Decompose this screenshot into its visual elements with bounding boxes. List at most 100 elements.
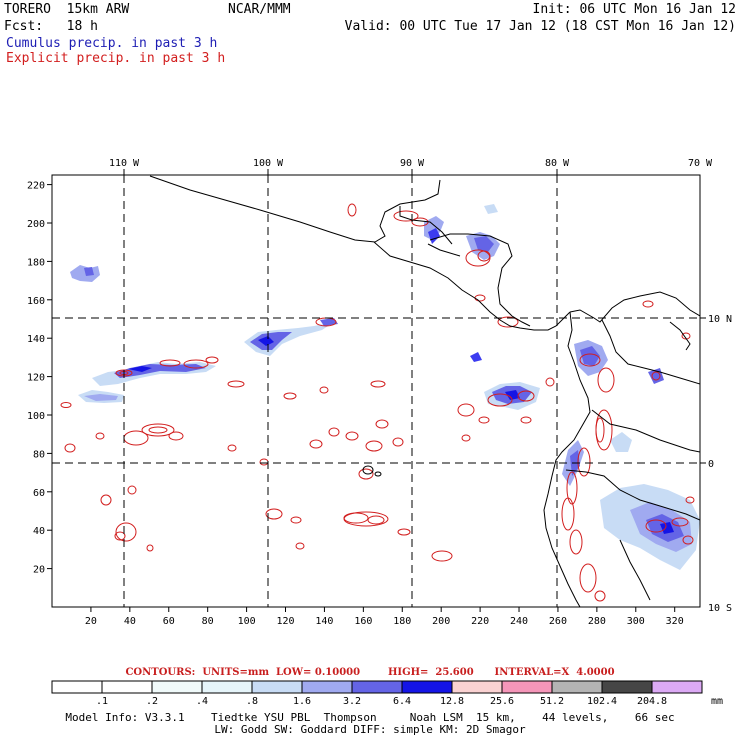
explicit-contour [290, 516, 302, 524]
cumulus-area [84, 267, 94, 276]
valid-time: Valid: 00 UTC Tue 17 Jan 12 (18 CST Mon … [344, 19, 736, 34]
explicit-contour [397, 528, 411, 536]
border-colombia-venezuela [601, 319, 700, 385]
colorbar-swatch [101, 680, 153, 694]
border-peru-bolivia [619, 539, 651, 601]
colorbar: .1 .2 .4 .8 1.6 3.2 6.4 12.8 25.6 51.2 102.4 204.8 [51, 680, 703, 707]
map-plot-area [52, 175, 700, 607]
explicit-contour [375, 419, 389, 429]
cumulus-area [258, 336, 274, 346]
cumulus-area [470, 352, 482, 362]
lat-label-10s: 10 S [708, 603, 732, 614]
cumulus-area [474, 236, 494, 252]
explicit-contour [579, 563, 597, 593]
x-tick-label: 320 [666, 616, 684, 627]
x-tick-label: 120 [276, 616, 294, 627]
explicit-contour [60, 402, 72, 408]
explicit-contour [343, 511, 389, 527]
lon-label-100w: 100 W [253, 158, 284, 169]
model-title: TORERO 15km ARW [4, 2, 130, 17]
explicit-contour [183, 359, 209, 369]
explicit-contour [545, 377, 555, 387]
coastline-central-america-pacific [373, 241, 571, 331]
explicit-contour [478, 416, 490, 424]
y-tick-label: 80 [33, 449, 45, 460]
explicit-contour [100, 494, 112, 506]
cumulus-area [320, 318, 338, 326]
explicit-contour [569, 529, 583, 555]
explicit-contour [474, 294, 486, 302]
x-tick-label: 80 [202, 616, 214, 627]
explicit-contour [594, 590, 606, 602]
longitude-labels: 110 W 100 W 90 W 80 W 70 W [109, 158, 713, 175]
cumulus-area [84, 394, 118, 401]
cumulus-area [648, 368, 664, 384]
colorbar-label: 102.4 [587, 696, 617, 707]
explicit-contour [365, 440, 383, 452]
cumulus-area [660, 522, 674, 534]
x-tick-label: 280 [588, 616, 606, 627]
explicit-contour [477, 250, 491, 262]
border-honduras [427, 243, 461, 257]
explicit-contour [64, 443, 76, 453]
x-tick-label: 300 [627, 616, 645, 627]
explicit-contour [520, 416, 532, 424]
lat-label-10n: 10 N [708, 314, 732, 325]
y-tick-label: 160 [27, 296, 45, 307]
latitude-labels: 10 N 0 10 S [700, 314, 732, 614]
colorbar-label: 12.8 [440, 696, 464, 707]
x-axis: 20 40 60 80 100 120 140 160 180 200 220 240 260 280 30… [85, 607, 684, 627]
explicit-contour [579, 353, 601, 367]
x-tick-label: 100 [238, 616, 256, 627]
explicit-contour [651, 371, 661, 381]
colorbar-label: .4 [196, 696, 208, 707]
explicit-contour [227, 444, 237, 452]
latlon-grid [52, 175, 700, 607]
cumulus-area [580, 346, 600, 366]
colorbar-label: 204.8 [637, 696, 667, 707]
explicit-contour [597, 367, 615, 393]
explicit-contour [259, 458, 269, 466]
explicit-contour [461, 434, 471, 442]
explicit-contour [566, 471, 578, 505]
forecast-hour: Fcst: 18 h [4, 19, 98, 34]
x-tick-label: 160 [354, 616, 372, 627]
lon-label-80w: 80 W [545, 158, 570, 169]
lon-label-70w: 70 W [688, 158, 713, 169]
coastline-lake-maracaibo [669, 321, 691, 351]
y-tick-label: 220 [27, 181, 45, 192]
border-peru-brazil [565, 469, 700, 521]
explicit-contour [393, 210, 419, 222]
explicit-contour [367, 515, 385, 525]
explicit-contour [577, 447, 591, 477]
x-tick-label: 20 [85, 616, 97, 627]
x-tick-label: 40 [124, 616, 136, 627]
cumulus-area [70, 265, 100, 282]
colorbar-swatch [451, 680, 503, 694]
explicit-contour [328, 427, 340, 437]
explicit-contour [148, 426, 168, 434]
contours-info: CONTOURS: UNITS=mm LOW= 0.10000 HIGH= 25… [125, 667, 615, 678]
y-tick-label: 180 [27, 257, 45, 268]
galapagos-island [374, 471, 382, 477]
model-info-line1: Model Info: V3.3.1 Tiedtke YSU PBL Thomp… [65, 711, 675, 724]
cumulus-area [484, 204, 498, 214]
colorbar-swatch [301, 680, 353, 694]
colorbar-swatch [601, 680, 653, 694]
y-tick-label: 60 [33, 488, 45, 499]
colorbar-swatch [201, 680, 253, 694]
explicit-contour [370, 380, 386, 388]
y-tick-label: 20 [33, 565, 45, 576]
explicit-contour [595, 417, 605, 443]
explicit-contour [283, 392, 297, 400]
colorbar-swatch [651, 680, 703, 694]
x-tick-label: 140 [315, 616, 333, 627]
y-tick-label: 100 [27, 411, 45, 422]
colorbar-label: .8 [246, 696, 258, 707]
border-guatemala [399, 206, 453, 245]
coastline-mexico [149, 175, 441, 243]
explicit-contour [431, 550, 453, 562]
colorbar-swatch [401, 680, 453, 694]
model-info-line2: LW: Godd SW: Goddard DIFF: simple KM: 2D… [214, 723, 526, 736]
colorbar-unit: mm [711, 696, 723, 707]
